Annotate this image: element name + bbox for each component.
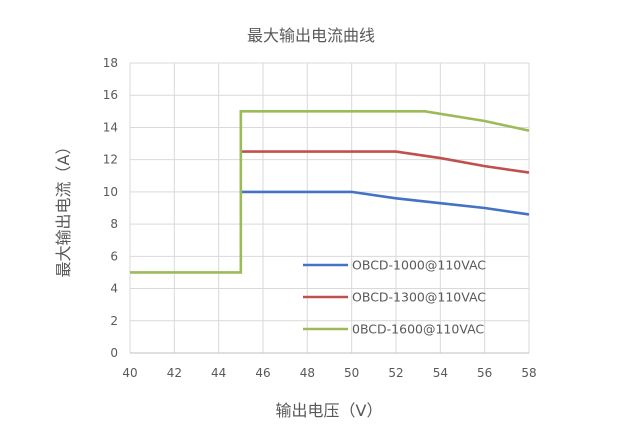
x-tick-label: 52: [388, 366, 403, 380]
y-tick-label: 12: [103, 153, 118, 167]
series-line: [240, 190, 530, 216]
x-axis-label: 输出电压（V）: [275, 401, 383, 420]
y-tick-label: 18: [103, 56, 118, 70]
x-tick-label: 46: [255, 366, 270, 380]
y-axis-ticks: 0 2 4 6 8 10 12 14 16 18: [103, 56, 118, 360]
legend: OBCD-1000@110VAC OBCD-1300@110VAC 0BCD-160…: [303, 258, 486, 337]
x-tick-label: 48: [300, 366, 315, 380]
x-tick-label: 58: [521, 366, 536, 380]
y-tick-label: 8: [110, 217, 118, 231]
x-axis-ticks: 40 42 44 46 48 50 52 54 56 58: [122, 366, 536, 380]
y-tick-label: 0: [110, 346, 118, 360]
legend-label: OBCD-1000@110VAC: [352, 258, 486, 273]
y-tick-label: 4: [110, 282, 118, 296]
y-tick-label: 10: [103, 185, 118, 199]
x-tick-label: 40: [122, 366, 137, 380]
y-tick-label: 2: [110, 314, 118, 328]
series-line: [240, 150, 530, 174]
chart-title: 最大输出电流曲线: [246, 26, 375, 45]
x-tick-label: 54: [433, 366, 448, 380]
gridlines: [129, 62, 530, 354]
legend-label: 0BCD-1600@110VAC: [352, 322, 484, 337]
x-tick-label: 50: [344, 366, 359, 380]
x-tick-label: 44: [211, 366, 226, 380]
y-tick-label: 14: [103, 120, 118, 134]
y-tick-label: 16: [103, 88, 118, 102]
data-series: [130, 110, 530, 274]
legend-label: OBCD-1300@110VAC: [352, 290, 486, 305]
x-tick-label: 56: [477, 366, 492, 380]
x-tick-label: 42: [167, 366, 182, 380]
y-tick-label: 6: [110, 249, 118, 263]
series-line: [130, 110, 530, 274]
